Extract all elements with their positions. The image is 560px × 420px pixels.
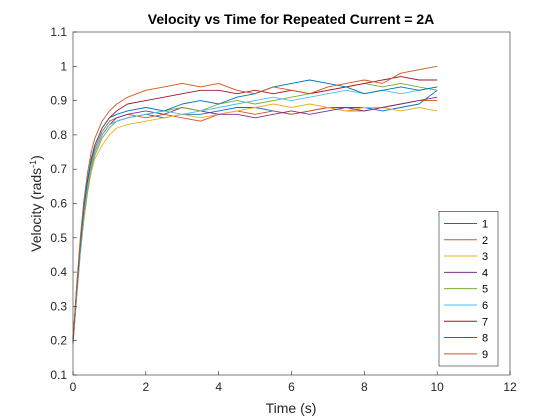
y-tick-label: 0.5: [50, 231, 67, 245]
legend-label-9: 9: [482, 349, 488, 361]
y-tick-label: 0.8: [50, 128, 67, 142]
y-ticks: 0.1 0.2 0.3 0.4 0.5 0.6 0.7 0.8 0.9 1 1.1: [50, 25, 77, 382]
series-line-2: [72, 100, 438, 341]
y-tick-label: 1.1: [50, 25, 67, 39]
plot-area: [73, 32, 510, 375]
legend-label-3: 3: [482, 251, 488, 263]
legend-label-6: 6: [482, 300, 488, 312]
x-tick-label: 0: [70, 380, 77, 394]
x-tick-label: 8: [361, 380, 368, 394]
y-axis-label-sup: -1: [28, 160, 38, 168]
x-tick-label: 6: [288, 380, 295, 394]
series-line-6: [72, 86, 438, 345]
y-axis-label-main: Velocity (rads: [28, 168, 44, 252]
legend-label-4: 4: [482, 267, 488, 279]
x-tick-label: 10: [430, 380, 444, 394]
legend-label-2: 2: [482, 235, 488, 247]
y-tick-label: 0.1: [50, 368, 67, 382]
y-tick-label: 0.3: [50, 299, 67, 313]
y-axis-label: Velocity (rads-1): [28, 155, 44, 252]
legend-label-8: 8: [482, 333, 488, 345]
x-tick-label: 2: [142, 380, 149, 394]
series-line-8: [72, 79, 438, 341]
y-axis-label-close: ): [28, 155, 44, 160]
y-tick-label: 0.7: [50, 162, 67, 176]
legend-label-1: 1: [482, 218, 488, 230]
y-tick-label: 1: [60, 59, 67, 73]
y-tick-label: 0.9: [50, 94, 67, 108]
legend-label-5: 5: [482, 284, 488, 296]
x-ticks: 0 2 4 6 8 10 12: [70, 371, 517, 394]
chart-title: Velocity vs Time for Repeated Current = …: [148, 11, 434, 27]
x-tick-label: 12: [503, 380, 517, 394]
x-axis-label: Time (s): [266, 400, 317, 416]
y-tick-label: 0.2: [50, 334, 67, 348]
y-tick-label: 0.4: [50, 265, 67, 279]
legend: 1 2 3 4 5 6 7 8 9: [438, 211, 499, 367]
y-tick-label: 0.6: [50, 197, 67, 211]
series-line-9: [72, 65, 438, 341]
series-layer: [72, 65, 438, 345]
x-tick-label: 4: [215, 380, 222, 394]
legend-label-7: 7: [482, 316, 488, 328]
